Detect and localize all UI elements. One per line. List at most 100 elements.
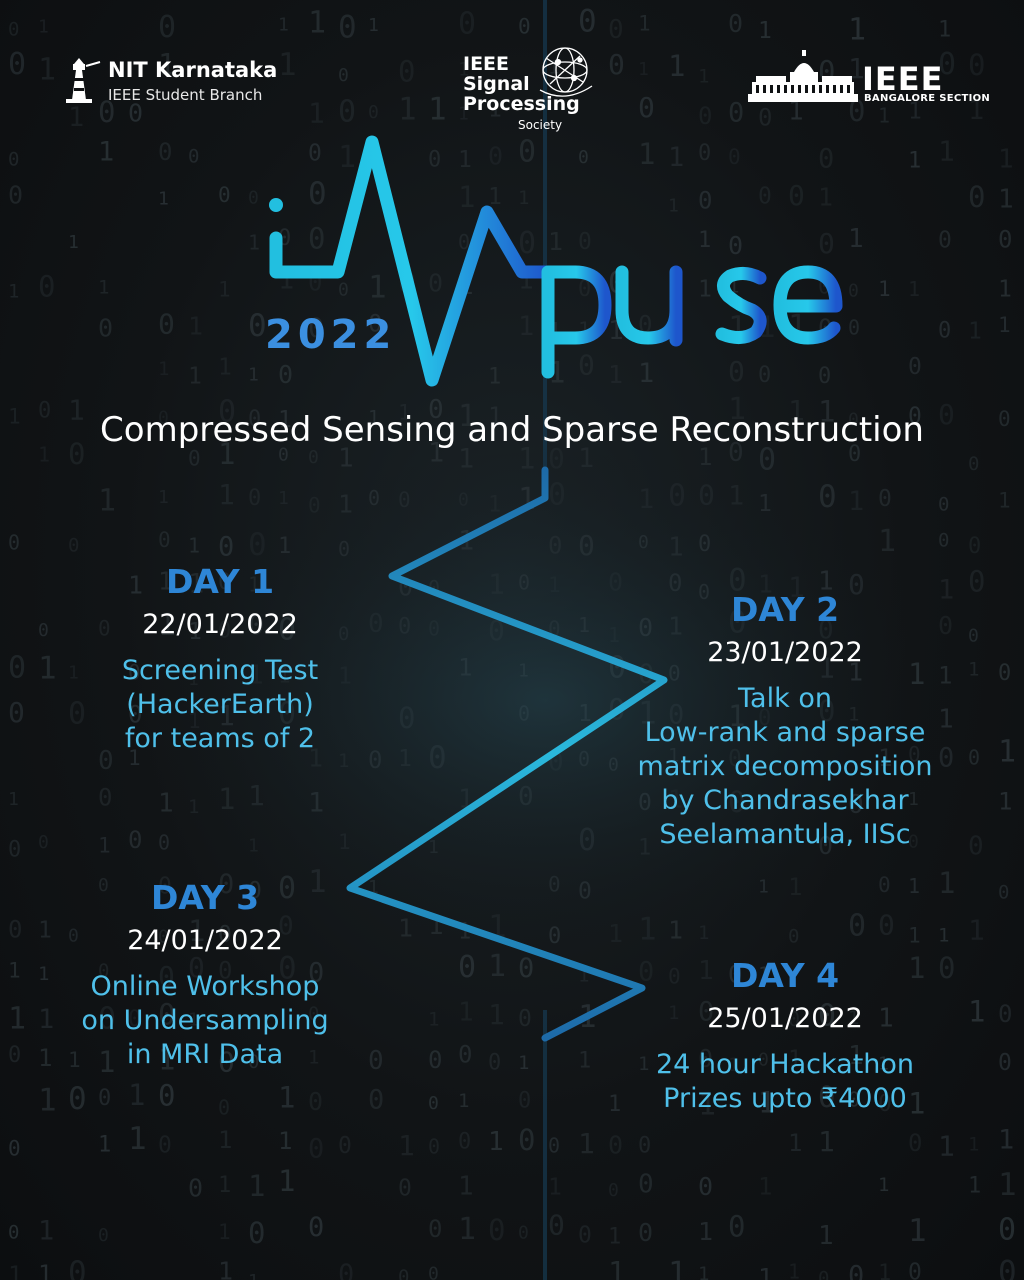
- binary-digit: 1: [488, 402, 502, 430]
- binary-digit: 1: [158, 358, 169, 380]
- binary-digit: 0: [308, 140, 322, 166]
- brand-logo-graphic: [269, 135, 843, 387]
- binary-digit: 0: [338, 10, 357, 46]
- binary-digit: 1: [68, 232, 79, 253]
- binary-digit: 0: [188, 145, 199, 167]
- binary-digit: 1: [668, 1256, 687, 1280]
- binary-digit: 1: [848, 486, 864, 517]
- ieee-bangalore-word: IEEE: [862, 60, 944, 98]
- binary-digit: 0: [968, 625, 979, 646]
- binary-digit: 1: [188, 311, 203, 340]
- binary-digit: 0: [818, 1080, 835, 1114]
- binary-digit: 0: [608, 15, 624, 45]
- day-3-line: in MRI Data: [126, 1039, 284, 1070]
- binary-digit: 0: [518, 1088, 531, 1113]
- binary-digit: 0: [638, 1169, 654, 1199]
- binary-digit: 0: [548, 1208, 565, 1241]
- binary-digit: 1: [8, 789, 19, 810]
- binary-digit: 0: [998, 661, 1011, 686]
- binary-digit: 1: [728, 276, 739, 298]
- binary-digit: 0: [308, 1133, 324, 1164]
- binary-digit: 0: [428, 1093, 439, 1114]
- binary-digit: 0: [728, 9, 743, 38]
- binary-digit: 1: [278, 1127, 292, 1155]
- binary-digit: 1: [968, 1173, 981, 1198]
- binary-digit: 1: [578, 1048, 591, 1073]
- binary-digit: 0: [428, 269, 443, 298]
- binary-digit: 0: [308, 958, 324, 989]
- binary-digit: 1: [128, 571, 143, 600]
- binary-digit: 1: [38, 917, 52, 943]
- binary-digit: 0: [938, 398, 955, 431]
- binary-digit: 1: [758, 1263, 773, 1280]
- binary-digit: 0: [878, 1091, 892, 1117]
- binary-digit: 0: [518, 134, 536, 169]
- day-3-line: on Undersampling: [81, 1005, 329, 1036]
- binary-digit: 1: [908, 923, 921, 947]
- binary-digit: 0: [728, 1210, 745, 1244]
- binary-digit: 1: [98, 136, 114, 167]
- binary-digit: 1: [998, 1125, 1014, 1156]
- binary-digit: 0: [368, 1085, 384, 1116]
- binary-digit: 0: [158, 926, 169, 947]
- binary-digit: 1: [908, 99, 922, 125]
- binary-digit: 1: [38, 650, 57, 686]
- binary-digit: 0: [968, 180, 985, 214]
- binary-digit: 1: [188, 1010, 199, 1031]
- binary-digit: 0: [968, 746, 980, 770]
- binary-digit: 0: [968, 832, 984, 862]
- binary-digit: 1: [488, 364, 501, 389]
- sps-logo-text: IEEE Signal Processing: [463, 54, 580, 114]
- binary-digit: 0: [908, 1129, 922, 1157]
- binary-digit: 1: [128, 1078, 145, 1112]
- binary-digit: 0: [908, 403, 922, 429]
- binary-digit: 1: [218, 355, 232, 381]
- binary-digit: 0: [218, 1096, 230, 1120]
- binary-digit: 1: [188, 914, 205, 948]
- binary-digit: 0: [158, 10, 176, 45]
- binary-digit: 0: [188, 951, 205, 984]
- binary-digit: 1: [458, 59, 469, 81]
- binary-digit: 0: [248, 486, 261, 511]
- binary-digit: 1: [368, 15, 379, 36]
- binary-digit: 0: [398, 1266, 409, 1280]
- binary-digit: 0: [308, 1003, 319, 1025]
- binary-digit: 1: [788, 1260, 800, 1280]
- binary-digit: 0: [788, 1007, 800, 1031]
- binary-digit: 0: [308, 1087, 323, 1116]
- binary-digit: 0: [98, 784, 112, 812]
- binary-digit: 0: [248, 187, 259, 208]
- binary-digit: 0: [938, 951, 955, 985]
- binary-digit: 1: [788, 1129, 802, 1157]
- binary-digit: 0: [428, 395, 444, 425]
- binary-digit: 0: [128, 98, 143, 127]
- binary-digit: 0: [638, 1218, 653, 1247]
- binary-digit: 1: [68, 102, 84, 133]
- binary-digit: 0: [578, 1222, 592, 1248]
- binary-digit: 1: [8, 958, 21, 982]
- day-1-title: DAY 1: [165, 562, 275, 601]
- binary-digit: 1: [848, 224, 864, 254]
- binary-digit: 0: [908, 1259, 922, 1280]
- binary-digit: 0: [338, 279, 349, 300]
- binary-digit: 0: [758, 363, 771, 388]
- binary-digit: 1: [218, 478, 235, 511]
- binary-digit: 1: [638, 1053, 649, 1075]
- binary-digit: 0: [8, 530, 20, 554]
- binary-digit: 1: [608, 1092, 621, 1117]
- binary-digit: 0: [128, 1007, 141, 1032]
- binary-digit: 1: [38, 442, 50, 466]
- day-3-date: 24/01/2022: [127, 925, 283, 956]
- binary-digit: 1: [68, 662, 79, 683]
- binary-digit: 1: [38, 1216, 54, 1247]
- binary-digit: 0: [8, 650, 26, 685]
- binary-digit: 1: [38, 1082, 57, 1118]
- binary-digit: 1: [788, 394, 805, 427]
- binary-digit: 1: [158, 1043, 175, 1077]
- binary-digit: 1: [278, 1164, 295, 1198]
- binary-digit: 0: [518, 1006, 532, 1032]
- binary-digit: 1: [248, 365, 259, 386]
- binary-digit: 0: [8, 916, 22, 944]
- binary-digit: 1: [458, 103, 469, 124]
- binary-digit: 1: [458, 180, 475, 214]
